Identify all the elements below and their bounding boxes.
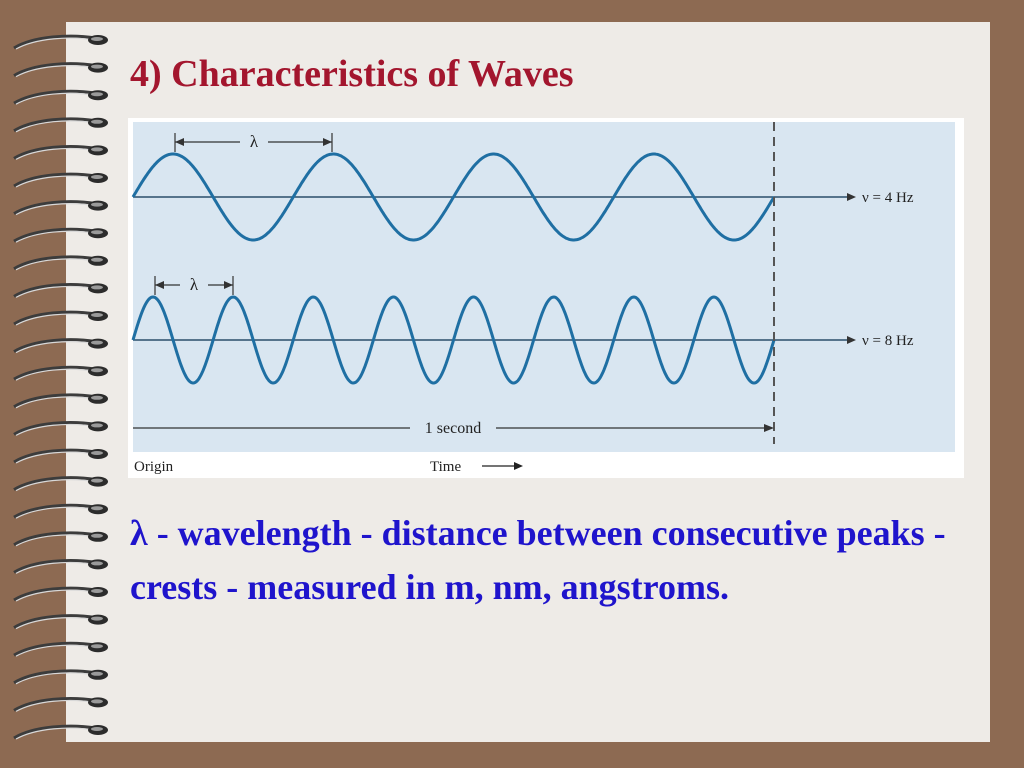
caption-strip (128, 452, 964, 478)
spiral-coil (13, 559, 108, 574)
spiral-coil (13, 448, 108, 464)
spiral-coil (13, 393, 108, 409)
spiral-coil (13, 227, 108, 243)
spiral-coil (13, 200, 108, 216)
time-label: Time (430, 459, 461, 475)
spiral-coil (13, 310, 108, 326)
bottom-wave-arrowhead (847, 336, 856, 344)
slide-title: 4) Characteristics of Waves (130, 53, 574, 95)
spiral-coil (13, 89, 108, 105)
spiral-coil (13, 145, 108, 160)
spiral-coil (13, 283, 108, 298)
spiral-coil (13, 697, 108, 712)
spiral-coil (13, 476, 108, 492)
bottom-lambda-arrowhead-left (155, 281, 164, 289)
one-second-label: 1 second (425, 420, 481, 437)
spiral-coil (13, 503, 108, 519)
spiral-coil (13, 34, 108, 50)
top-wave-arrowhead (847, 193, 856, 201)
bullet-symbol: λ (130, 513, 148, 553)
spiral-coil (13, 586, 108, 602)
top-frequency-label: ν = 4 Hz (862, 190, 914, 206)
figure-plot-area (133, 122, 955, 452)
spiral-coil (13, 421, 108, 436)
spiral-binding (13, 34, 108, 740)
spiral-coil (13, 614, 108, 630)
spiral-coil (13, 724, 108, 740)
spiral-coil (13, 669, 108, 685)
spiral-coil (13, 531, 108, 547)
spiral-coil (13, 117, 108, 133)
bullet-text: - wavelength - distance between consecut… (130, 513, 946, 607)
bottom-lambda-label: λ (190, 275, 199, 294)
top-lambda-label-bg (240, 132, 268, 150)
bottom-frequency-label: ν = 8 Hz (862, 333, 914, 349)
bottom-lambda-label-bg (180, 275, 208, 293)
spiral-coil (13, 62, 108, 78)
spiral-coil (13, 338, 108, 354)
origin-label: Origin (134, 459, 174, 475)
bottom-lambda-arrowhead-right (224, 281, 233, 289)
top-lambda-label: λ (250, 132, 259, 151)
spiral-coil (13, 365, 108, 381)
time-arrowhead (514, 462, 523, 470)
bottom-wave-curve (131, 295, 776, 385)
spiral-coil (13, 641, 108, 657)
spiral-coil (13, 172, 108, 188)
top-wave-curve (131, 152, 776, 242)
bullet-paragraph: λ - wavelength - distance between consec… (130, 506, 980, 614)
one-second-arrowhead (764, 424, 774, 432)
wave-figure: λ ν = 4 Hz λ ν = 8 Hz 1 second Origin Ti… (128, 118, 964, 478)
top-lambda-arrowhead-left (175, 138, 184, 146)
spiral-coil (13, 255, 108, 271)
top-lambda-arrowhead-right (323, 138, 332, 146)
